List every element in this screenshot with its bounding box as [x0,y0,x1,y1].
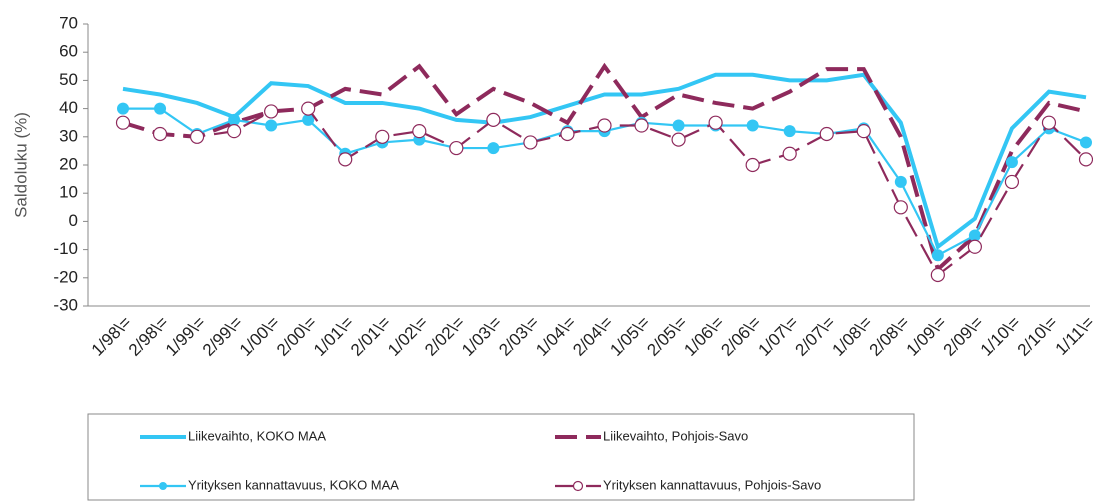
point [894,175,907,188]
series-line [122,62,1087,274]
x-tick-label: 2/03\= [495,313,542,360]
point [154,102,167,115]
x-tick-label: 1/02\= [384,313,431,360]
y-tick-label: 40 [59,98,78,117]
point [117,102,129,115]
x-tick-label: 1/00\= [236,313,283,360]
x-tick-label: 2/99\= [199,313,246,360]
legend-box [87,413,915,501]
series-line [122,72,1087,251]
x-tick-label: 2/06\= [717,313,764,360]
point [671,132,686,147]
x-tick-label: 1/04\= [532,313,579,360]
point [893,200,908,215]
x-tick-label: 2/02\= [421,313,468,360]
legend-label: Yrityksen kannattavuus, Pohjois-Savo [603,477,821,492]
point [264,104,279,119]
x-tick-label: 2/00\= [273,313,320,360]
x-tick-label: 2/09\= [940,313,987,360]
x-tick-label: 2/07\= [792,313,839,360]
point [152,126,168,142]
point [302,113,315,126]
point [967,239,982,254]
point [745,157,760,173]
x-tick-label: 1/98\= [88,313,135,360]
point [189,129,205,144]
y-tick-label: 60 [59,42,78,61]
point [782,146,797,161]
point [115,115,131,130]
point [523,135,538,150]
y-tick-label: -30 [53,295,78,314]
point [338,152,353,167]
point [746,119,759,132]
y-tick-label: -10 [53,239,78,258]
point [486,112,501,127]
y-tick-label: -20 [53,267,78,286]
x-tick-label: 2/08\= [866,313,913,360]
point [708,115,723,130]
point [487,142,500,155]
x-tick-label: 2/98\= [125,313,172,360]
y-tick-label: 70 [59,13,78,32]
point [672,119,685,132]
point [1080,136,1092,149]
point [968,229,981,242]
point [228,113,241,126]
x-tick-label: 1/08\= [829,313,876,360]
x-tick-label: 1/06\= [680,313,727,360]
point [301,101,316,116]
x-tick-label: 2/05\= [643,313,690,360]
x-tick-label: 2/04\= [569,313,616,360]
x-tick-label: 1/09\= [903,313,950,360]
x-tick-label: 1/99\= [162,313,209,360]
x-tick-label: 1/07\= [754,313,801,360]
y-tick-label: 10 [59,183,78,202]
x-tick-label: 1/03\= [458,313,505,360]
x-tick-label: 1/05\= [606,313,653,360]
point [449,140,464,156]
point [783,125,796,138]
legend-label: Yrityksen kannattavuus, KOKO MAA [188,477,399,492]
legend-label: Liikevaihto, KOKO MAA [188,428,326,443]
point [1005,156,1018,169]
point [1041,115,1057,130]
point [634,118,649,133]
y-tick-label: 50 [59,70,78,89]
point [931,249,944,262]
point [856,124,871,139]
y-tick-label: 20 [59,154,78,173]
x-tick-label: 1/10\= [977,313,1024,360]
point [265,119,278,132]
point [930,267,945,283]
x-tick-label: 1/01\= [310,313,357,360]
point [597,118,612,133]
point [1004,174,1020,190]
y-axis-label: Saldoluku (%) [11,112,30,218]
point [227,124,242,139]
y-tick-label: 30 [59,126,78,145]
point [819,126,834,142]
x-tick-label: 2/10\= [1014,313,1061,360]
y-tick-label: 0 [69,211,78,230]
legend-marker [159,482,167,490]
x-tick-label: 1/11\= [1052,313,1093,359]
x-tick-label: 2/01\= [347,313,394,360]
point [375,129,390,144]
point [412,124,427,139]
point [560,126,575,142]
point [1078,152,1093,167]
legend-label: Liikevaihto, Pohjois-Savo [603,428,748,443]
legend-marker [572,480,584,492]
